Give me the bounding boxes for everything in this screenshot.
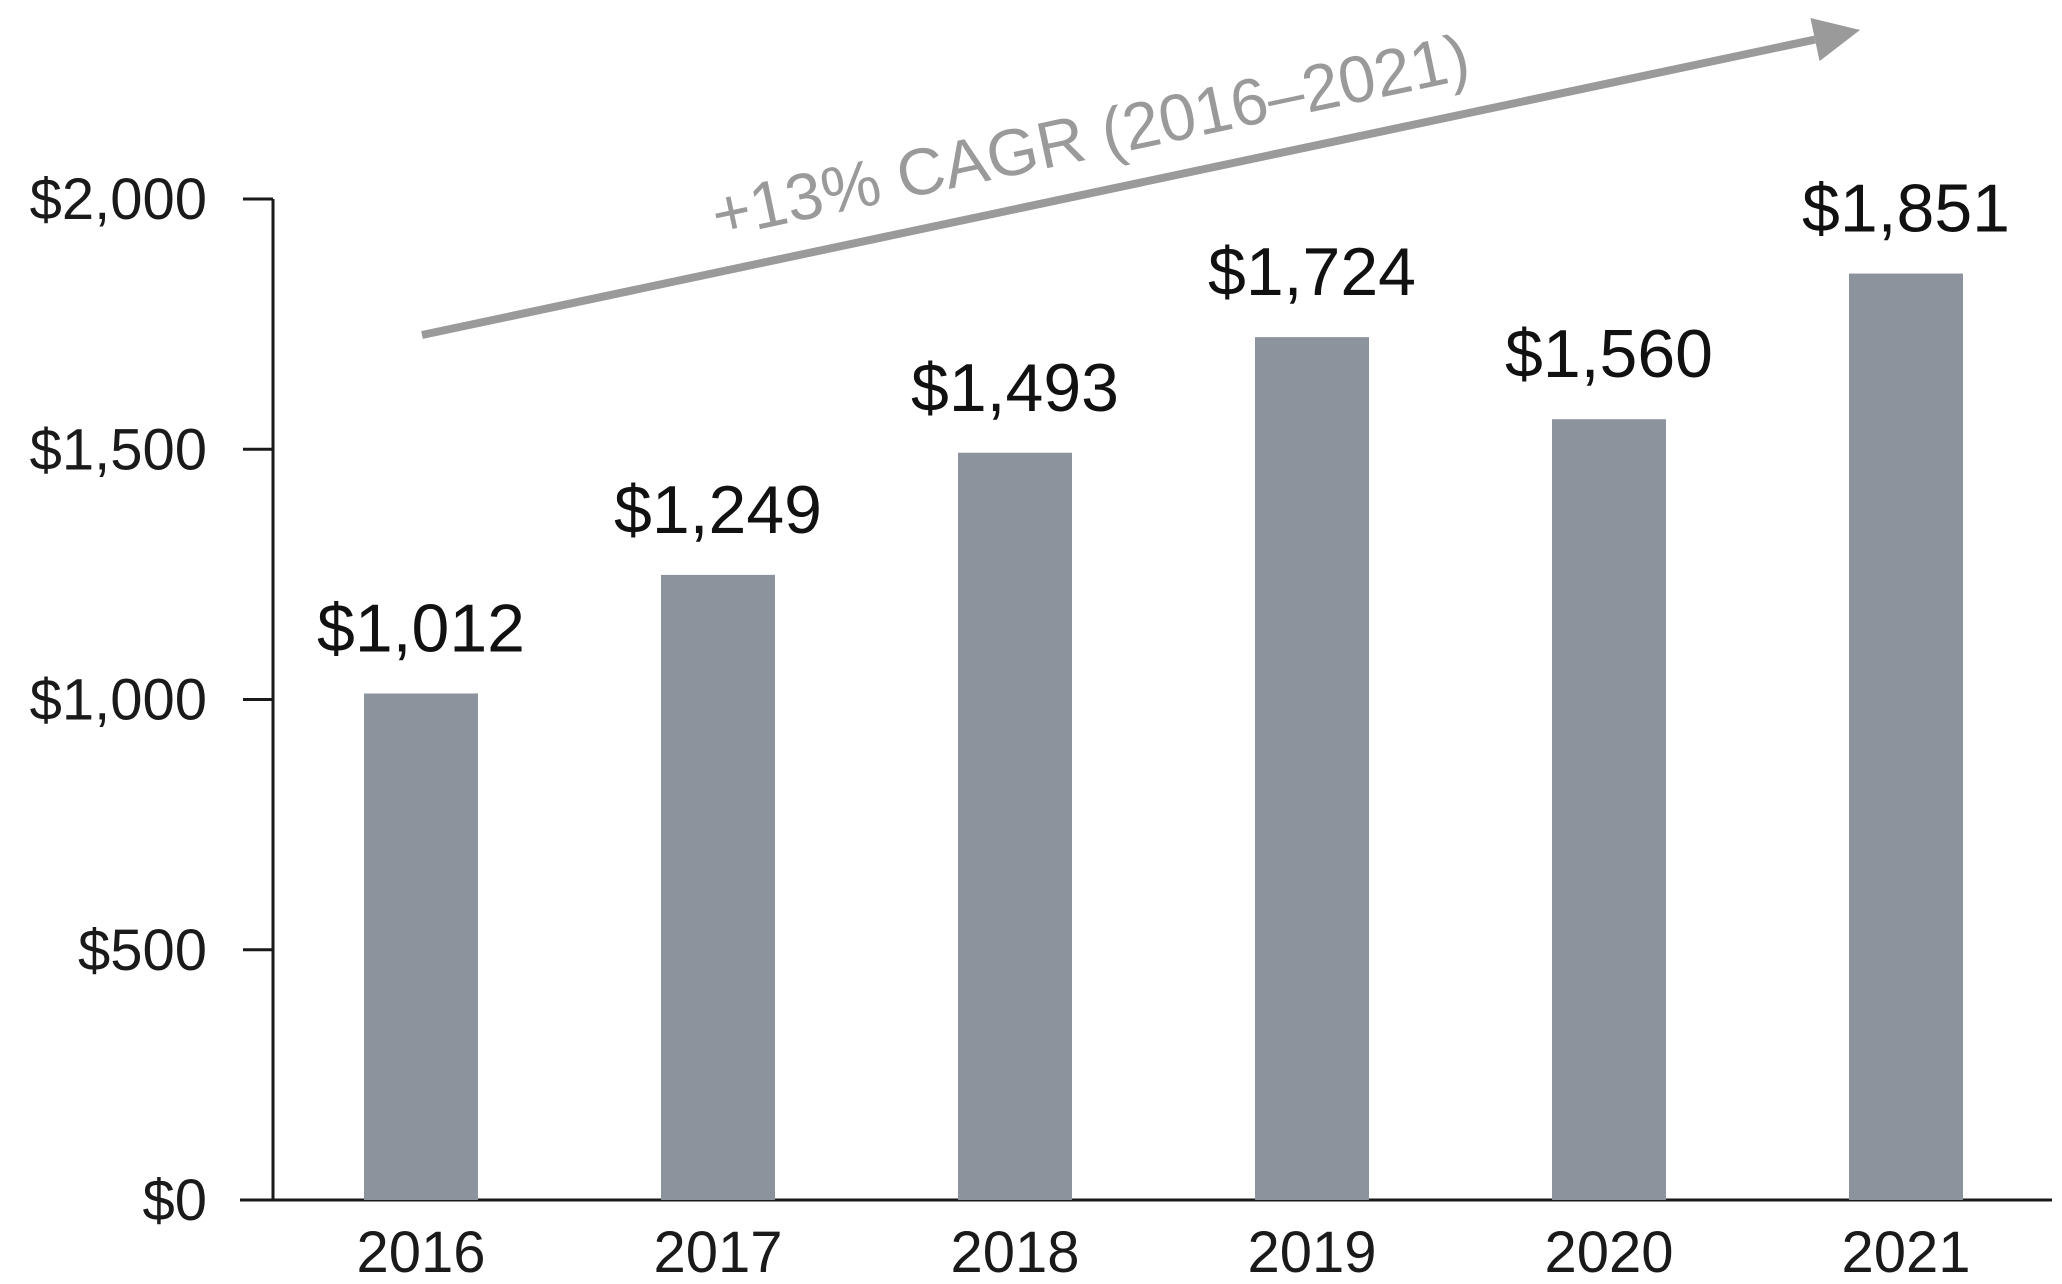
data-label-2017: $1,249: [614, 472, 822, 548]
bar-2020: [1552, 419, 1666, 1201]
bar-2021: [1849, 273, 1963, 1201]
bars: [364, 273, 1963, 1201]
bar-2018: [958, 452, 1072, 1200]
y-tick-label: $500: [78, 918, 207, 983]
y-tick-label: $1,000: [30, 668, 207, 733]
data-label-2016: $1,012: [317, 590, 525, 666]
bar-2017: [661, 574, 775, 1200]
x-tick-label: 2019: [1247, 1220, 1376, 1284]
x-tick-label: 2017: [653, 1220, 782, 1284]
data-label-2019: $1,724: [1208, 234, 1416, 310]
y-tick-label: $1,500: [30, 417, 207, 482]
data-label-2018: $1,493: [911, 350, 1119, 426]
cagr-annotation: +13% CAGR (2016–2021): [421, 18, 1860, 339]
cagr-arrow-head: [1810, 18, 1860, 62]
bar-2016: [364, 693, 478, 1200]
cagr-arrow-line: [421, 35, 1816, 339]
x-tick-label: 2021: [1841, 1220, 1970, 1284]
data-labels: $1,012 $1,249 $1,493 $1,724 $1,560 $1,851: [317, 171, 2010, 667]
y-axis: $0 $500 $1,000 $1,500 $2,000: [30, 167, 275, 1233]
data-label-2021: $1,851: [1802, 171, 2010, 247]
x-ticks: 2016 2017 2018 2019 2020 2021: [356, 1220, 1970, 1284]
y-tick-label: $0: [142, 1168, 207, 1233]
x-tick-label: 2016: [356, 1220, 485, 1284]
bar-2019: [1255, 337, 1369, 1200]
y-ticks: $0 $500 $1,000 $1,500 $2,000: [30, 167, 273, 1233]
data-label-2020: $1,560: [1505, 316, 1713, 392]
y-tick-label: $2,000: [30, 167, 207, 232]
x-tick-label: 2020: [1544, 1220, 1673, 1284]
x-tick-label: 2018: [950, 1220, 1079, 1284]
